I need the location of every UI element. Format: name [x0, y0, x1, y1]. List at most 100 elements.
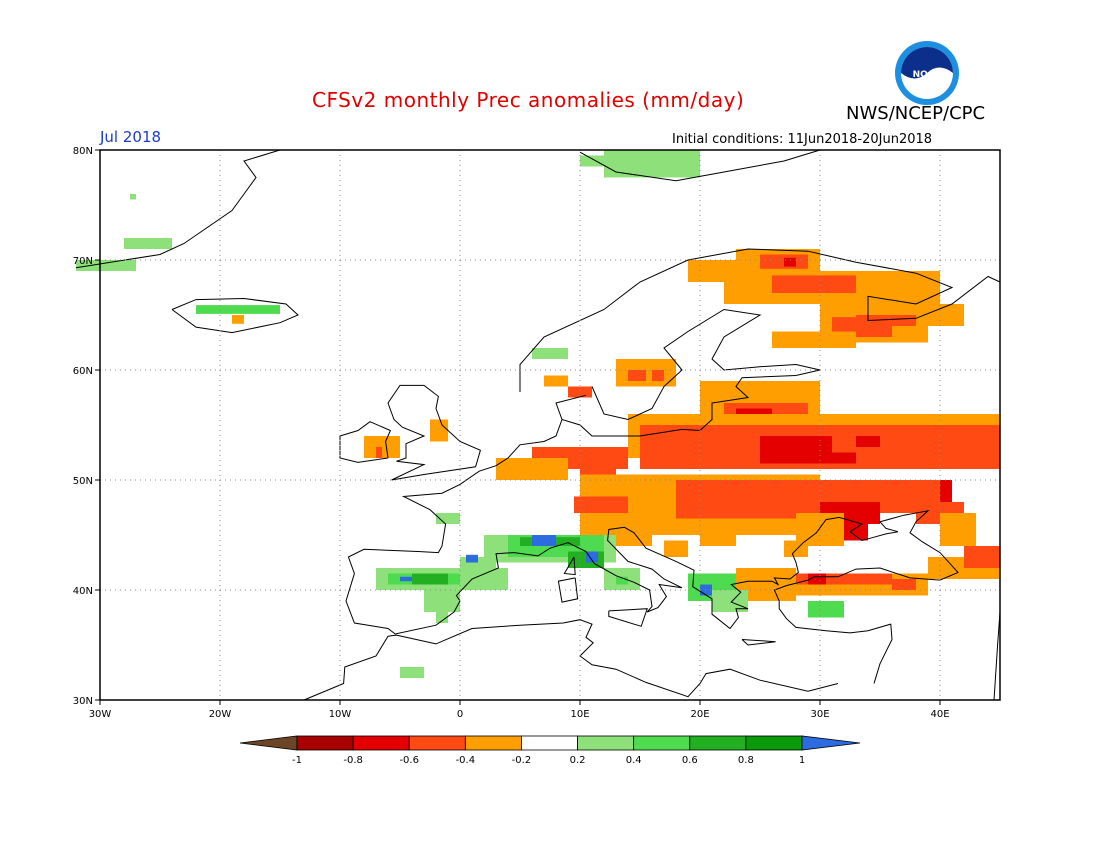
legend-swatch — [352, 735, 410, 751]
anomaly-cell — [466, 554, 478, 563]
anomaly-cell — [700, 529, 736, 546]
legend-tick-label: -0.2 — [512, 755, 532, 766]
coastline — [741, 639, 776, 646]
lat-tick-label: 40N — [73, 586, 93, 597]
initial-conditions-label: Initial conditions: 11Jun2018-20Jun2018 — [672, 132, 933, 147]
anomaly-cell — [376, 447, 382, 458]
coastline — [171, 297, 299, 334]
lon-tick-label: 20E — [690, 709, 709, 720]
logo-text: NOAA — [913, 70, 942, 80]
anomaly-cell — [124, 238, 172, 249]
coastline — [608, 608, 648, 627]
legend-swatch — [689, 735, 747, 751]
anomaly-cell — [616, 576, 628, 585]
coastline — [303, 619, 839, 701]
anomaly-cell — [856, 436, 880, 447]
coastline — [75, 149, 281, 269]
lon-tick-label: 20W — [209, 709, 232, 720]
legend-tick-label: -0.6 — [399, 755, 419, 766]
anomaly-cell — [496, 458, 568, 480]
anomaly-cell — [544, 375, 568, 387]
legend-swatch — [296, 735, 354, 751]
legend-swatch — [464, 735, 522, 751]
lat-tick-label: 70N — [73, 256, 93, 267]
coastline — [557, 577, 579, 603]
legend-tick-label: -0.4 — [456, 755, 476, 766]
anomaly-cell — [424, 584, 460, 612]
coastline — [563, 556, 576, 576]
coastline — [339, 421, 392, 463]
lat-tick-label: 50N — [73, 476, 93, 487]
legend-arrow-high — [801, 735, 861, 751]
lon-tick-label: 30E — [810, 709, 829, 720]
coastline — [555, 308, 821, 437]
lat-tick-label: 30N — [73, 696, 93, 707]
legend-swatch — [577, 735, 635, 751]
anomaly-cell — [568, 386, 592, 398]
agency-label: NWS/NCEP/CPC — [846, 103, 986, 124]
anomaly-cell — [436, 513, 460, 524]
colorbar-legend: -1 -0.8 -0.6 -0.4 -0.2 0.2 0.4 0.6 0.8 1 — [239, 735, 861, 766]
anomaly-cell — [580, 155, 628, 167]
anomaly-cell — [664, 540, 688, 557]
anomaly-cell — [436, 612, 448, 623]
anomaly-cell — [964, 546, 1000, 568]
anomaly-cell — [772, 331, 856, 348]
coastlines — [75, 149, 1001, 701]
coastline — [387, 384, 482, 481]
legend-swatch — [745, 735, 803, 751]
lat-tick-label: 60N — [73, 366, 93, 377]
anomaly-cell — [772, 275, 856, 293]
anomaly-cell — [430, 419, 448, 442]
lon-tick-label: 0 — [457, 709, 463, 720]
anomaly-cell — [652, 370, 664, 381]
anomaly-cell — [784, 257, 796, 267]
legend-tick-label: 0.4 — [626, 755, 642, 766]
legend-tick-label: 0.8 — [738, 755, 754, 766]
anomaly-cell — [76, 260, 136, 271]
axis-ticks: 30W 20W 10W 0 10E 20E 30E 40E 30N 40N 50N 60N 70N 80N — [73, 146, 950, 720]
coastline — [993, 611, 1001, 701]
lon-tick-label: 10W — [329, 709, 352, 720]
lat-tick-label: 80N — [73, 146, 93, 157]
coastline — [345, 419, 959, 684]
legend-swatch — [633, 735, 691, 751]
chart-title: CFSv2 monthly Prec anomalies (mm/day) — [312, 88, 745, 112]
anomaly-cell — [808, 601, 844, 618]
anomaly-cell — [196, 305, 280, 314]
legend-tick-label: 0.6 — [682, 755, 698, 766]
grid-lines — [100, 150, 1000, 700]
anomaly-cell — [628, 370, 646, 381]
anomaly-cell — [784, 540, 808, 557]
lon-tick-label: 10E — [570, 709, 589, 720]
coastline — [579, 149, 821, 182]
anomaly-cell — [400, 576, 412, 582]
anomaly-cell — [712, 590, 748, 612]
anomaly-cell — [856, 315, 916, 326]
anomaly-cell — [232, 315, 244, 324]
lon-tick-label: 40E — [930, 709, 949, 720]
legend-tick-label: -0.8 — [343, 755, 363, 766]
legend-swatch — [408, 735, 466, 751]
anomaly-cell — [130, 194, 136, 200]
anomaly-cell — [532, 348, 568, 359]
coastline — [519, 248, 1001, 392]
legend-tick-label: 0.2 — [570, 755, 586, 766]
legend-arrow-low — [239, 735, 298, 751]
anomaly-cell — [412, 573, 448, 585]
legend-tick-label: 1 — [799, 755, 805, 766]
legend-swatch — [521, 735, 578, 751]
valid-month-label: Jul 2018 — [100, 128, 162, 146]
anomaly-cell — [574, 496, 628, 513]
anomaly-cell — [532, 535, 556, 546]
lon-tick-label: 30W — [89, 709, 112, 720]
anomaly-cell — [904, 447, 988, 469]
anomaly-cell — [400, 667, 424, 678]
map-frame — [99, 149, 1001, 701]
legend-tick-label: -1 — [292, 755, 302, 766]
noaa-logo-icon: NOAA — [895, 41, 959, 105]
anomaly-cell — [892, 579, 916, 590]
anomaly-cell — [940, 513, 976, 546]
anomaly-cell — [796, 573, 892, 585]
